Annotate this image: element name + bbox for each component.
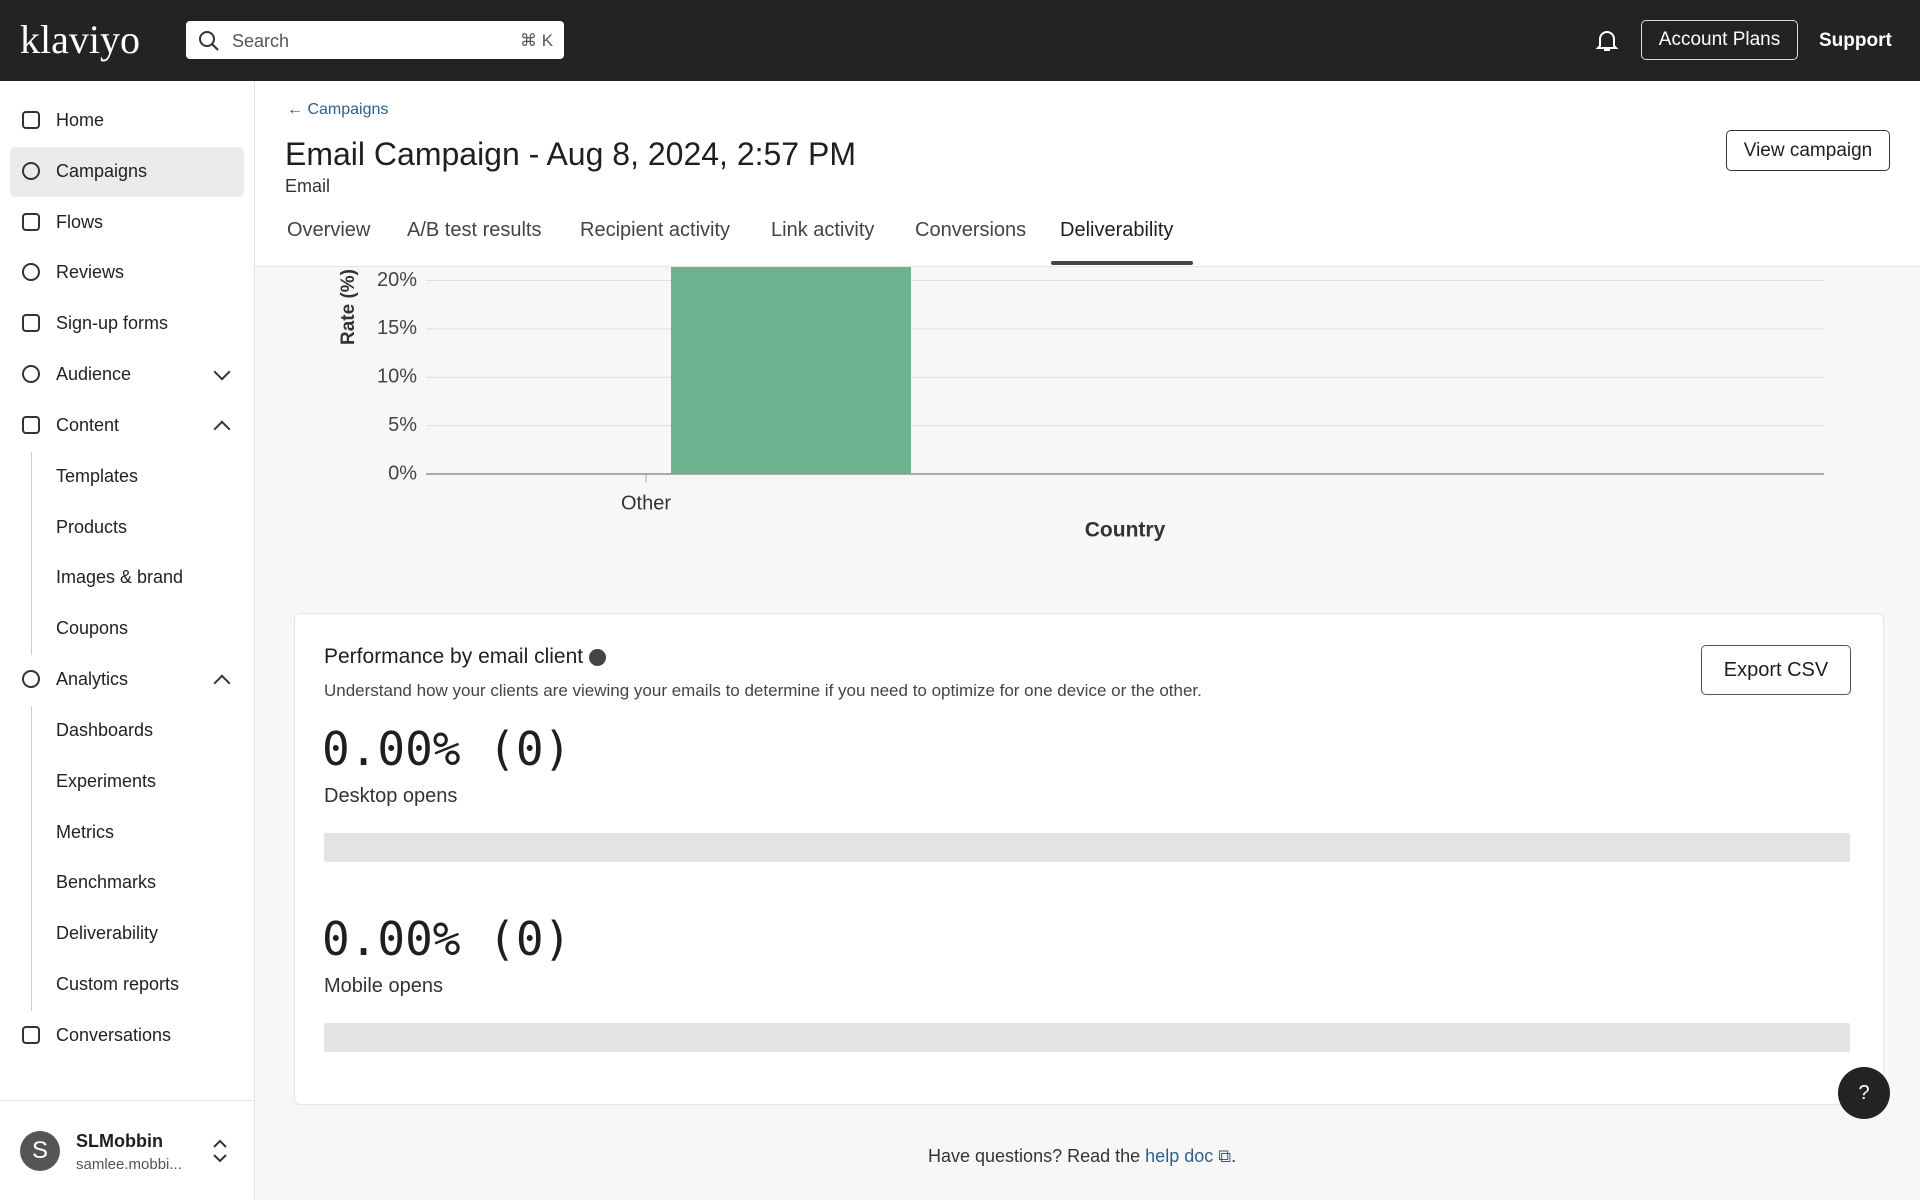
search-icon xyxy=(199,31,219,51)
tab[interactable]: Link activity xyxy=(771,219,875,241)
x-axis-title: Country xyxy=(1085,519,1166,542)
nav-icon xyxy=(22,1025,40,1044)
nav-item[interactable]: Audience xyxy=(56,364,132,385)
nav-item[interactable]: Content xyxy=(56,414,120,435)
nav-icon xyxy=(22,670,40,689)
search-placeholder: Search xyxy=(232,31,290,51)
nav-item[interactable]: Coupons xyxy=(56,618,129,639)
nav-item[interactable]: Products xyxy=(56,516,128,537)
nav-item[interactable]: Reviews xyxy=(56,262,125,283)
nav-item[interactable]: Flows xyxy=(56,211,104,232)
tab[interactable]: Conversions xyxy=(915,219,1027,241)
y-tick-label: 20% xyxy=(377,269,417,291)
nav-icon xyxy=(22,111,40,129)
nav-item[interactable]: Sign-up forms xyxy=(56,313,169,334)
metric-bar-track xyxy=(324,833,1850,862)
footer-text: Have questions? Read the xyxy=(928,1146,1141,1166)
page-header xyxy=(255,81,1920,267)
page-subtitle: Email xyxy=(285,176,331,196)
nav-item[interactable]: Images & brand xyxy=(56,567,184,588)
nav-icon xyxy=(22,212,40,231)
nav-item[interactable]: Experiments xyxy=(56,770,157,791)
nav-icon xyxy=(22,314,40,333)
chart: 0% 5% 10% 15% 20% Other Country Rate (%) xyxy=(338,267,1824,542)
active-tab-underline xyxy=(1051,261,1193,265)
breadcrumb[interactable]: ← Campaigns xyxy=(287,101,389,118)
tab[interactable]: Deliverability xyxy=(1060,219,1174,241)
client-description: Understand how your clients are viewing … xyxy=(324,681,1202,700)
y-tick-label: 5% xyxy=(388,414,417,436)
user-divider xyxy=(0,1100,254,1101)
breadcrumb-text[interactable]: Campaigns xyxy=(307,101,389,118)
nav-icon xyxy=(22,263,40,282)
metric-label: Mobile opens xyxy=(324,975,443,997)
view-campaign-button[interactable]: View campaign xyxy=(1726,130,1890,171)
avatar: S xyxy=(20,1131,60,1171)
active-nav-bg xyxy=(10,146,244,197)
nav-item[interactable]: Home xyxy=(56,110,105,130)
nav-icon xyxy=(22,161,40,180)
x-tick-label: Other xyxy=(621,492,671,514)
y-tick-label: 0% xyxy=(388,462,417,484)
nav-icon xyxy=(22,415,40,434)
account-plans-button[interactable]: Account Plans xyxy=(1641,20,1798,60)
page-title: Email Campaign - Aug 8, 2024, 2:57 PM xyxy=(285,136,856,172)
tab[interactable]: Recipient activity xyxy=(580,219,731,241)
search-box[interactable] xyxy=(186,21,564,59)
user-email: samlee.mobbi... xyxy=(76,1156,182,1173)
logo: klaviyo xyxy=(20,17,140,62)
y-axis-title: Rate (%) xyxy=(338,269,359,345)
help-button[interactable]: ? xyxy=(1838,1067,1890,1119)
metric-value: 0.00% (0) xyxy=(322,912,572,966)
nav-tree-line xyxy=(31,451,32,656)
client-title-text: Performance by email client xyxy=(324,645,584,668)
nav-item[interactable]: Dashboards xyxy=(56,719,154,740)
search-shortcut: ⌘ K xyxy=(520,31,554,50)
footer: Have questions? Read the help doc ⧉. xyxy=(928,1146,1237,1166)
nav-item[interactable]: Custom reports xyxy=(56,974,180,995)
footer-end: . xyxy=(1231,1146,1237,1166)
y-tick-label: 15% xyxy=(377,317,417,339)
sidebar xyxy=(0,81,255,1200)
help-doc-link[interactable]: help doc xyxy=(1145,1146,1214,1166)
metric-bar-track xyxy=(324,1023,1850,1052)
user-name: SLMobbin xyxy=(76,1131,163,1151)
metric-label: Desktop opens xyxy=(324,785,458,807)
nav-item[interactable]: Templates xyxy=(56,465,139,486)
nav-icon xyxy=(22,365,40,384)
tab[interactable]: A/B test results xyxy=(407,219,542,241)
nav-tree-line xyxy=(31,705,32,1011)
nav-item[interactable]: Deliverability xyxy=(56,923,159,944)
client-title: Performance by email client xyxy=(324,645,606,669)
nav-item[interactable]: Metrics xyxy=(56,821,114,842)
metric-value: 0.00% (0) xyxy=(322,722,572,776)
nav-item[interactable]: Benchmarks xyxy=(56,872,157,893)
bell-icon[interactable] xyxy=(1594,28,1620,54)
export-csv-button[interactable]: Export CSV xyxy=(1701,645,1851,695)
user-chevrons[interactable] xyxy=(210,1138,230,1164)
y-tick-label: 10% xyxy=(377,366,417,388)
nav-item[interactable]: Analytics xyxy=(56,669,129,690)
nav-item[interactable]: Campaigns xyxy=(56,160,148,181)
tab[interactable]: Overview xyxy=(287,219,371,241)
bar xyxy=(671,267,911,474)
nav-item[interactable]: Conversations xyxy=(56,1024,172,1045)
support-link[interactable]: Support xyxy=(1819,30,1892,51)
